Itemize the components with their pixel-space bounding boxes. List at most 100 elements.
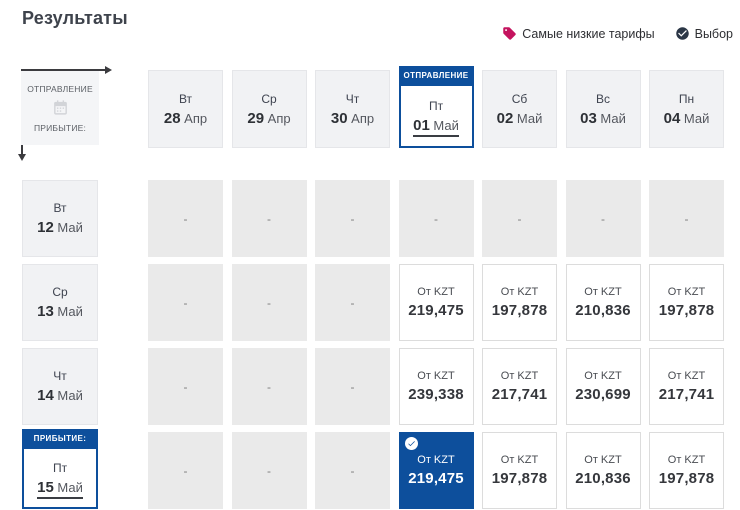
weekday-label: Пт (428, 98, 444, 113)
legend: Самые низкие тарифы Выбор (502, 26, 733, 41)
axis-departure-label: ОТПРАВЛЕНИЕ (27, 83, 93, 94)
price-tag-icon (502, 26, 517, 41)
fare-matrix: - - - - - - - - - - От KZT 219,475 От KZT 197,878 От K… (148, 180, 724, 509)
date-label: 28 Апр (164, 110, 207, 127)
departure-date-header[interactable]: Вс 03 Май (565, 66, 641, 148)
departure-date-header[interactable]: Вт 28 Апр (148, 66, 223, 148)
fare-amount: 219,475 (408, 302, 464, 319)
fare-amount: 210,836 (575, 302, 631, 319)
date-month: Май (53, 479, 83, 495)
fare-cell[interactable]: От KZT 210,836 (565, 432, 641, 509)
date-number: 01 (413, 116, 430, 134)
date-number: 03 (580, 109, 597, 127)
fare-cell[interactable]: От KZT 210,836 (565, 264, 641, 341)
arrival-date-box: Чт 14 Май (22, 348, 98, 425)
date-month: Май (513, 110, 543, 126)
weekday-label: Вт (178, 91, 193, 106)
date-number: 14 (37, 387, 54, 404)
date-number: 30 (330, 109, 348, 127)
departure-date-box: Вт 28 Апр (148, 70, 223, 148)
fare-currency-prefix: От KZT (584, 454, 622, 466)
weekday-label: Ср (52, 285, 68, 299)
fare-cell-unavailable: - (565, 180, 641, 257)
date-number: 15 (37, 478, 54, 496)
date-label: 30 Апр (331, 110, 374, 127)
fare-cell[interactable]: От KZT 197,878 (649, 264, 724, 341)
fare-cell-unavailable: - (315, 348, 390, 425)
date-month: Май (680, 110, 710, 126)
fare-cell[interactable]: От KZT 219,475 (398, 264, 474, 341)
fare-currency-prefix: От KZT (667, 286, 706, 298)
fare-cell[interactable]: От KZT 239,338 (398, 348, 474, 425)
arrival-date-box: Вт 12 Май (22, 180, 98, 257)
arrival-date-header[interactable]: ПРИБЫТИЕ: Пт 15 Май (22, 429, 98, 509)
fare-amount: 230,699 (575, 386, 631, 403)
fare-currency-prefix: От KZT (417, 370, 455, 382)
fare-cell-unavailable: - (315, 180, 390, 257)
date-number: 12 (37, 219, 54, 236)
fare-amount: 239,338 (408, 386, 464, 403)
departure-date-header[interactable]: Чт 30 Апр (315, 66, 390, 148)
date-month: Май (429, 117, 459, 133)
fare-currency-prefix: От KZT (417, 286, 455, 298)
weekday-label: Чт (53, 369, 67, 383)
fare-amount: 197,878 (491, 302, 548, 319)
arrival-date-header[interactable]: Ср 13 Май (22, 264, 98, 341)
fare-cell-unavailable: - (398, 180, 474, 257)
fare-cell-unavailable: - (231, 180, 307, 257)
calendar-icon (52, 99, 69, 118)
legend-lowest-fares-label: Самые низкие тарифы (522, 26, 655, 41)
departure-date-header[interactable]: Сб 02 Май (482, 66, 557, 148)
fare-currency-prefix: От KZT (667, 370, 706, 382)
fare-cell[interactable]: От KZT 217,741 (649, 348, 724, 425)
fare-cell-selected[interactable]: От KZT 219,475 (398, 432, 474, 509)
arrival-date-header[interactable]: Вт 12 Май (22, 180, 98, 257)
fare-currency-prefix: От KZT (584, 370, 622, 382)
fare-cell-unavailable: - (231, 432, 307, 509)
date-number: 28 (163, 109, 181, 127)
fare-currency-prefix: От KZT (500, 286, 539, 298)
departure-date-box: Вс 03 Май (565, 70, 641, 148)
fare-cell-unavailable: - (148, 348, 223, 425)
date-label: 01 Май (413, 116, 459, 137)
date-number: 29 (247, 109, 265, 127)
weekday-label: Пн (678, 91, 695, 106)
date-number: 04 (663, 109, 681, 127)
departure-date-header[interactable]: Ср 29 Апр (231, 66, 307, 148)
weekday-label: Вт (53, 201, 67, 215)
date-month: Май (53, 388, 83, 403)
departure-date-header[interactable]: Пн 04 Май (649, 66, 724, 148)
weekday-label: Чт (345, 91, 360, 106)
fare-cell[interactable]: От KZT 197,878 (482, 432, 557, 509)
date-month: Май (596, 110, 626, 126)
fare-amount: 219,475 (408, 470, 464, 487)
departure-date-box: Пн 04 Май (649, 70, 724, 148)
departure-date-header[interactable]: ОТПРАВЛЕНИЕ Пт 01 Май (398, 66, 474, 148)
fare-cell[interactable]: От KZT 197,878 (649, 432, 724, 509)
fare-cell-unavailable: - (315, 432, 390, 509)
departure-axis-arrow (21, 66, 112, 74)
fare-cell-unavailable: - (231, 264, 307, 341)
date-label: 12 Май (37, 219, 83, 236)
fare-currency-prefix: От KZT (584, 286, 622, 298)
page-title: Результаты (22, 8, 128, 28)
fare-cell-unavailable: - (148, 432, 223, 509)
arrival-date-header[interactable]: Чт 14 Май (22, 348, 98, 425)
arrival-date-box: Пт 15 Май (22, 447, 98, 509)
departure-selected-badge: ОТПРАВЛЕНИЕ (398, 66, 474, 84)
weekday-label: Ср (261, 91, 277, 106)
departure-date-box: Пт 01 Май (398, 84, 474, 148)
legend-lowest-fares: Самые низкие тарифы (502, 26, 655, 41)
fare-cell-unavailable: - (148, 264, 223, 341)
fare-amount: 197,878 (658, 470, 715, 487)
fare-cell-unavailable: - (148, 180, 223, 257)
date-label: 13 Май (37, 303, 83, 320)
fare-cell[interactable]: От KZT 230,699 (565, 348, 641, 425)
weekday-label: Пт (52, 460, 68, 475)
selected-check-icon (404, 437, 418, 450)
weekday-label: Сб (511, 91, 528, 106)
fare-cell[interactable]: От KZT 197,878 (482, 264, 557, 341)
fare-cell[interactable]: От KZT 217,741 (482, 348, 557, 425)
selected-date-underline: 01 Май (413, 116, 459, 137)
departure-date-box: Сб 02 Май (482, 70, 557, 148)
